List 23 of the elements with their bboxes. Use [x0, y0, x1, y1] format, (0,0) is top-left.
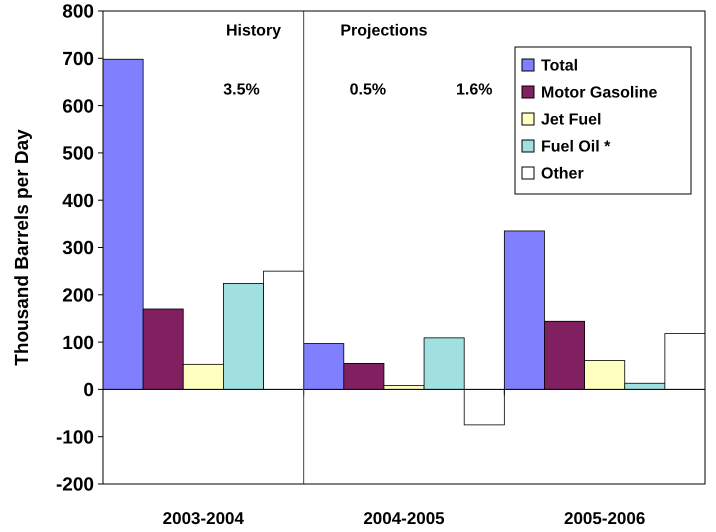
- y-axis-title: Thousand Barrels per Day: [12, 128, 33, 366]
- y-tick-label: 500: [62, 144, 94, 165]
- y-tick-label: 100: [62, 332, 94, 354]
- y-tick-label: 200: [62, 285, 94, 306]
- legend-label: Fuel Oil *: [541, 138, 612, 156]
- x-tick-label: 2003-2004: [162, 509, 245, 528]
- y-tick-label: -100: [56, 427, 94, 448]
- y-tick-label: 600: [62, 96, 94, 118]
- y-tick-label: 300: [62, 238, 94, 260]
- legend-label: Other: [541, 166, 584, 183]
- y-tick-label: 0: [83, 380, 94, 402]
- annotation: Projections: [340, 22, 428, 40]
- legend-label: Jet Fuel: [541, 112, 602, 129]
- y-tick-label: 400: [62, 190, 94, 212]
- y-tick-label: -200: [56, 474, 94, 496]
- y-tick-label: 800: [62, 2, 94, 23]
- y-tick-label: 700: [62, 48, 94, 70]
- x-tick-label: 2005-2006: [564, 509, 646, 528]
- legend-label: Total: [541, 58, 578, 75]
- annotation: 1.6%: [456, 82, 492, 99]
- legend-label: Motor Gasoline: [541, 84, 658, 102]
- annotation: 0.5%: [350, 82, 386, 99]
- x-tick-label: 2004-2005: [363, 509, 445, 528]
